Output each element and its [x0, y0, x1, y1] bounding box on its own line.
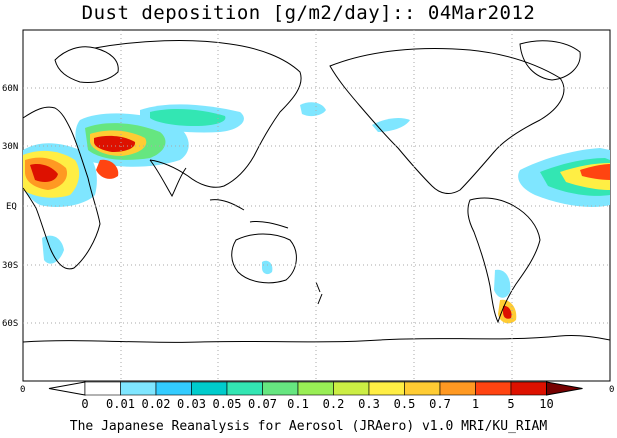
colorbar-box: [191, 381, 228, 396]
colorbar-label: 1: [472, 397, 479, 411]
colorbar-label: 0.02: [142, 397, 171, 411]
colorbar-box: [84, 381, 121, 396]
lon-label-right: 0: [609, 385, 614, 395]
colorbar-box: [368, 381, 405, 396]
colorbar-label: 0.2: [323, 397, 345, 411]
colorbar-label: 0.7: [429, 397, 451, 411]
colorbar-box: [510, 381, 547, 396]
lat-label: 30N: [2, 142, 18, 152]
credit-line: The Japanese Reanalysis for Aerosol (JRA…: [69, 419, 548, 434]
lat-label: 60S: [2, 319, 18, 329]
lat-label: 30S: [2, 261, 18, 271]
colorbar-box: [333, 381, 370, 396]
colorbar-label: 0.3: [358, 397, 380, 411]
colorbar-box: [226, 381, 263, 396]
colorbar-label: 5: [507, 397, 514, 411]
graticule: [23, 30, 610, 381]
lat-label: 60N: [2, 84, 18, 94]
colorbar-arrow-high: [546, 381, 583, 396]
colorbar-arrow-low: [48, 381, 86, 396]
colorbar-box: [404, 381, 441, 396]
coastlines: [22, 40, 611, 343]
lon-label-left: 0: [20, 385, 25, 395]
lat-labels: 60N 30N EQ 30S 60S: [2, 84, 18, 329]
map-title: Dust deposition [g/m2/day]:: 04Mar2012: [81, 2, 536, 24]
colorbar-box: [297, 381, 334, 396]
colorbar-label: 0.05: [213, 397, 242, 411]
colorbar-label: 0.5: [394, 397, 416, 411]
colorbar-label: 0.01: [106, 397, 135, 411]
colorbar-label: 0.03: [177, 397, 206, 411]
colorbar-label: 10: [539, 397, 553, 411]
colorbar: [48, 381, 583, 396]
colorbar-box: [120, 381, 157, 396]
colorbar-box: [155, 381, 192, 396]
colorbar-box: [439, 381, 476, 396]
colorbar-box: [475, 381, 512, 396]
colorbar-label: 0.07: [248, 397, 277, 411]
colorbar-box: [262, 381, 299, 396]
colorbar-labels: 0 0.01 0.02 0.03 0.05 0.07 0.1 0.2 0.3 0.5 0.7 1 5 10: [81, 397, 553, 411]
lat-label: EQ: [6, 202, 17, 212]
colorbar-label: 0: [81, 397, 88, 411]
colorbar-label: 0.1: [287, 397, 309, 411]
dust-fields: [23, 102, 610, 324]
